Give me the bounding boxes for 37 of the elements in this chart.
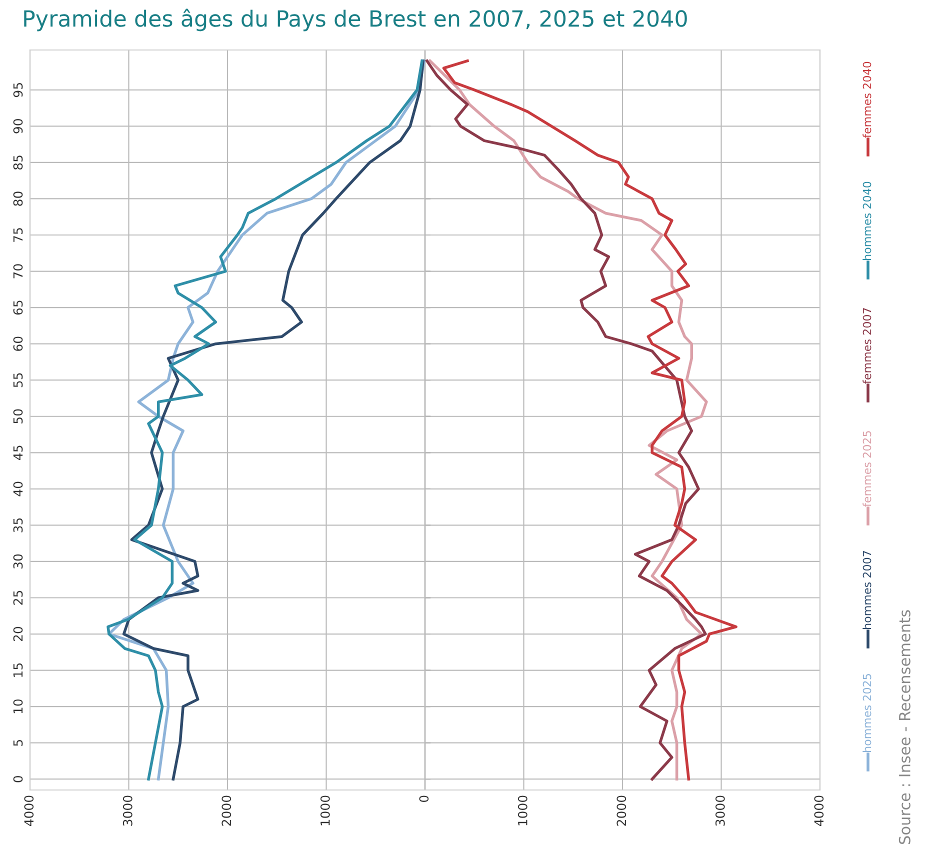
- y-tick-label: 80: [13, 192, 23, 206]
- x-tick-label: 3000: [715, 796, 725, 826]
- y-tick-label: 5: [13, 740, 23, 746]
- y-tick-label: 95: [13, 83, 23, 98]
- x-tick-label: 2000: [222, 796, 232, 826]
- x-tick-label: 1000: [320, 796, 330, 826]
- y-tick-label: 50: [13, 409, 23, 424]
- x-tick-label: 1000: [518, 796, 528, 826]
- x-tick-label: 2000: [616, 796, 626, 826]
- text: femmes 2007: [862, 308, 872, 384]
- y-tick-label: 15: [13, 663, 23, 677]
- y-tick-label: 90: [13, 119, 23, 134]
- y-tick-label: 10: [13, 699, 23, 714]
- text: hommes 2025: [862, 674, 872, 752]
- y-tick-label: 35: [13, 518, 23, 532]
- y-tick-label: 60: [13, 336, 23, 351]
- text: hommes 2007: [862, 551, 872, 629]
- y-tick-label: 0: [13, 776, 23, 782]
- text: femmes 2040: [862, 62, 872, 138]
- y-tick-label: 30: [13, 554, 23, 568]
- y-tick-label: 40: [13, 482, 23, 496]
- text: femmes 2025: [862, 431, 872, 507]
- y-tick-label: 85: [13, 156, 23, 170]
- x-tick-label: 4000: [24, 796, 34, 826]
- x-tick-label: 4000: [814, 796, 824, 826]
- text: hommes 2040: [862, 182, 872, 260]
- chart-title: Pyramide des âges du Pays de Brest en 2007, 2025 et 2040: [24, 8, 687, 32]
- y-tick-label: 25: [13, 590, 23, 605]
- y-tick-label: 70: [13, 264, 23, 278]
- y-tick-label: 65: [13, 300, 23, 315]
- y-tick-label: 75: [13, 228, 23, 242]
- y-tick-label: 20: [13, 626, 23, 642]
- y-tick-label: 45: [13, 446, 23, 460]
- x-tick-label: 3000: [122, 796, 132, 826]
- x-tick-label: 0: [419, 796, 429, 802]
- source-note: Source : Insee - Recensements: [898, 610, 910, 844]
- y-tick-label: 55: [13, 373, 23, 388]
